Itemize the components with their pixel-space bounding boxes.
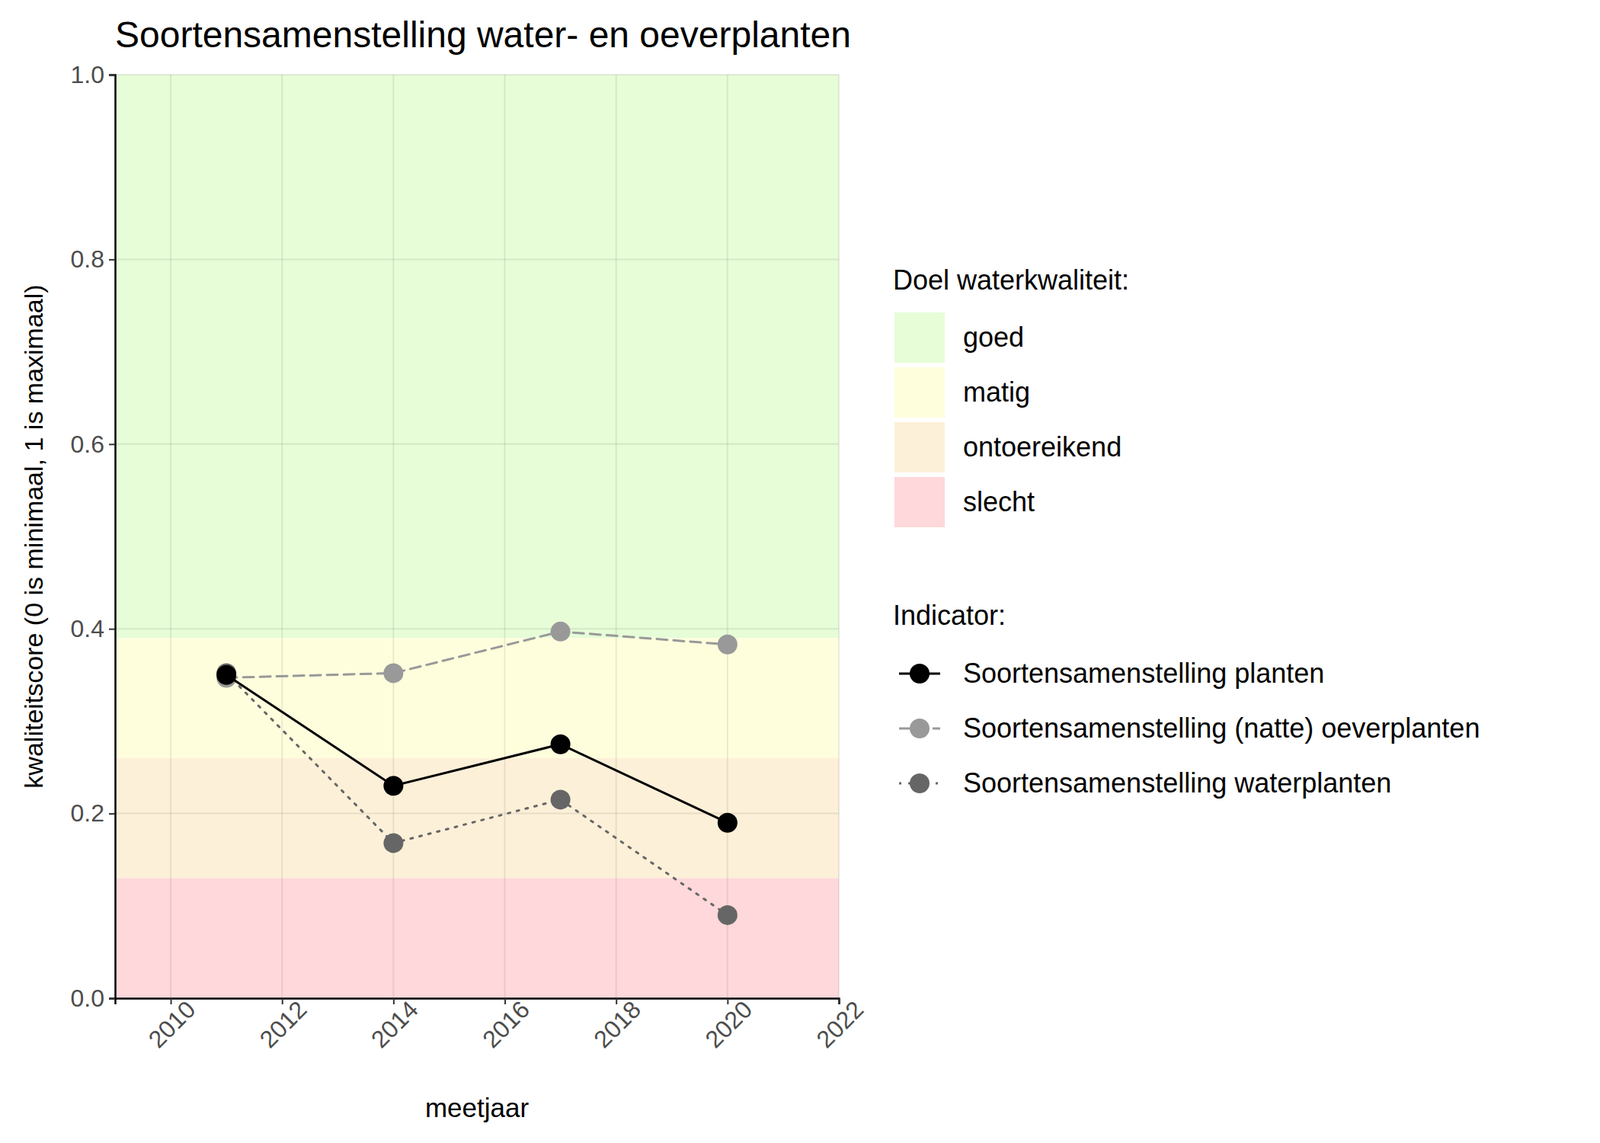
x-tick: 2012 (254, 995, 313, 1053)
y-tick: 0.4 (70, 614, 116, 643)
series-point (550, 734, 571, 755)
tick-label: 2016 (476, 995, 535, 1053)
tick-label: 0.6 (70, 430, 105, 458)
tick-label: 2018 (588, 995, 647, 1053)
y-axis-title: kwaliteitscore (0 is minimaal, 1 is maxi… (19, 284, 48, 788)
x-axis-title: meetjaar (425, 1092, 530, 1123)
legend-marker (909, 773, 930, 794)
series-point (383, 775, 404, 796)
series-line (226, 631, 728, 679)
legend-label: slecht (963, 486, 1035, 518)
quality-band (115, 74, 839, 638)
tick-mark (108, 998, 116, 1000)
tick-label: 2020 (699, 995, 758, 1053)
tick-label: 0.0 (70, 984, 105, 1012)
quality-band (115, 758, 839, 879)
tick-mark (108, 443, 116, 445)
legend-label: Soortensamenstelling waterplanten (963, 767, 1392, 799)
legend-label: goed (963, 321, 1024, 353)
tick-mark (108, 812, 116, 815)
series-point (216, 665, 237, 685)
series-point (717, 905, 738, 925)
tick-label: 2010 (143, 995, 202, 1053)
grid-line (726, 74, 729, 999)
tick-mark (108, 74, 116, 77)
series-point (383, 662, 404, 683)
legend-title: Indicator: (892, 599, 1006, 631)
grid-line (115, 73, 839, 76)
grid-line (392, 74, 394, 999)
x-tick: 2022 (811, 995, 870, 1053)
grid-line (615, 74, 618, 999)
tick-label: 1.0 (70, 60, 105, 89)
y-tick: 1.0 (70, 60, 116, 89)
tick-label: 2012 (254, 995, 313, 1053)
x-tick: 2010 (143, 995, 202, 1053)
tick-mark (838, 998, 841, 1005)
grid-line (115, 627, 839, 630)
grid-line (838, 74, 840, 999)
series-line (226, 672, 728, 916)
tick-mark (393, 998, 395, 1005)
series-point (550, 789, 571, 810)
tick-mark (726, 998, 729, 1005)
x-axis: 2010 2012 2014 2016 2018 2020 2022 (115, 995, 870, 1053)
tick-mark (108, 259, 116, 261)
tick-mark (504, 998, 506, 1005)
tick-mark (108, 628, 116, 631)
legend-marker (909, 718, 930, 739)
grid (115, 74, 839, 999)
tick-label: 2022 (811, 995, 870, 1053)
legend-marker (909, 663, 930, 684)
x-tick: 2018 (588, 995, 647, 1053)
tick-mark (615, 998, 618, 1005)
tick-mark (281, 998, 284, 1005)
y-tick: 0.0 (70, 984, 116, 1012)
legend-title: Doel waterkwaliteit: (892, 264, 1130, 296)
chart: 2010 2012 2014 2016 2018 2020 2022 0.0 0.2 0.4 0.6… (0, 0, 1600, 1143)
bands (115, 74, 839, 999)
series-point (717, 812, 738, 833)
series-point (550, 621, 571, 642)
legend-label: ontoereikend (963, 431, 1122, 463)
grid-line (115, 443, 839, 445)
plot: 2010 2012 2014 2016 2018 2020 2022 0.0 0.2 0.4 0.6… (70, 60, 870, 1054)
grid-line (281, 74, 283, 999)
tick-label: 2014 (365, 995, 424, 1053)
y-tick: 0.6 (70, 430, 116, 458)
title: Soortensamenstelling water- en oeverplan… (115, 14, 852, 55)
axis-line (108, 75, 116, 999)
grid-line (504, 74, 506, 999)
legend-swatch (894, 367, 945, 418)
tick-mark (170, 998, 173, 1005)
x-tick: 2016 (476, 995, 535, 1053)
quality-band (115, 877, 839, 999)
y-axis: 0.0 0.2 0.4 0.6 0.8 1.0 (70, 60, 116, 1012)
x-tick: 2020 (699, 995, 758, 1053)
tick-label: 0.8 (70, 245, 105, 273)
y-tick: 0.8 (70, 245, 116, 273)
series-point (717, 634, 738, 655)
y-tick: 0.2 (70, 799, 116, 827)
legend: Doel waterkwaliteit: goed matig ontoereiken… (892, 264, 1480, 799)
legend-label: matig (963, 376, 1031, 408)
series-point (383, 832, 404, 853)
tick-label: 0.4 (70, 614, 105, 643)
legend-label: Soortensamenstelling (natte) oeverplante… (963, 712, 1480, 744)
quality-band (115, 637, 839, 759)
series-line (226, 675, 728, 823)
x-tick: 2014 (365, 995, 424, 1053)
grid-line (115, 258, 839, 260)
tick-label: 0.2 (70, 799, 105, 827)
legend-swatch (894, 476, 945, 528)
legend-swatch (894, 422, 945, 473)
legend-swatch (894, 312, 945, 363)
legend-label: Soortensamenstelling planten (963, 657, 1325, 689)
grid-line (169, 74, 172, 999)
data (216, 621, 738, 925)
